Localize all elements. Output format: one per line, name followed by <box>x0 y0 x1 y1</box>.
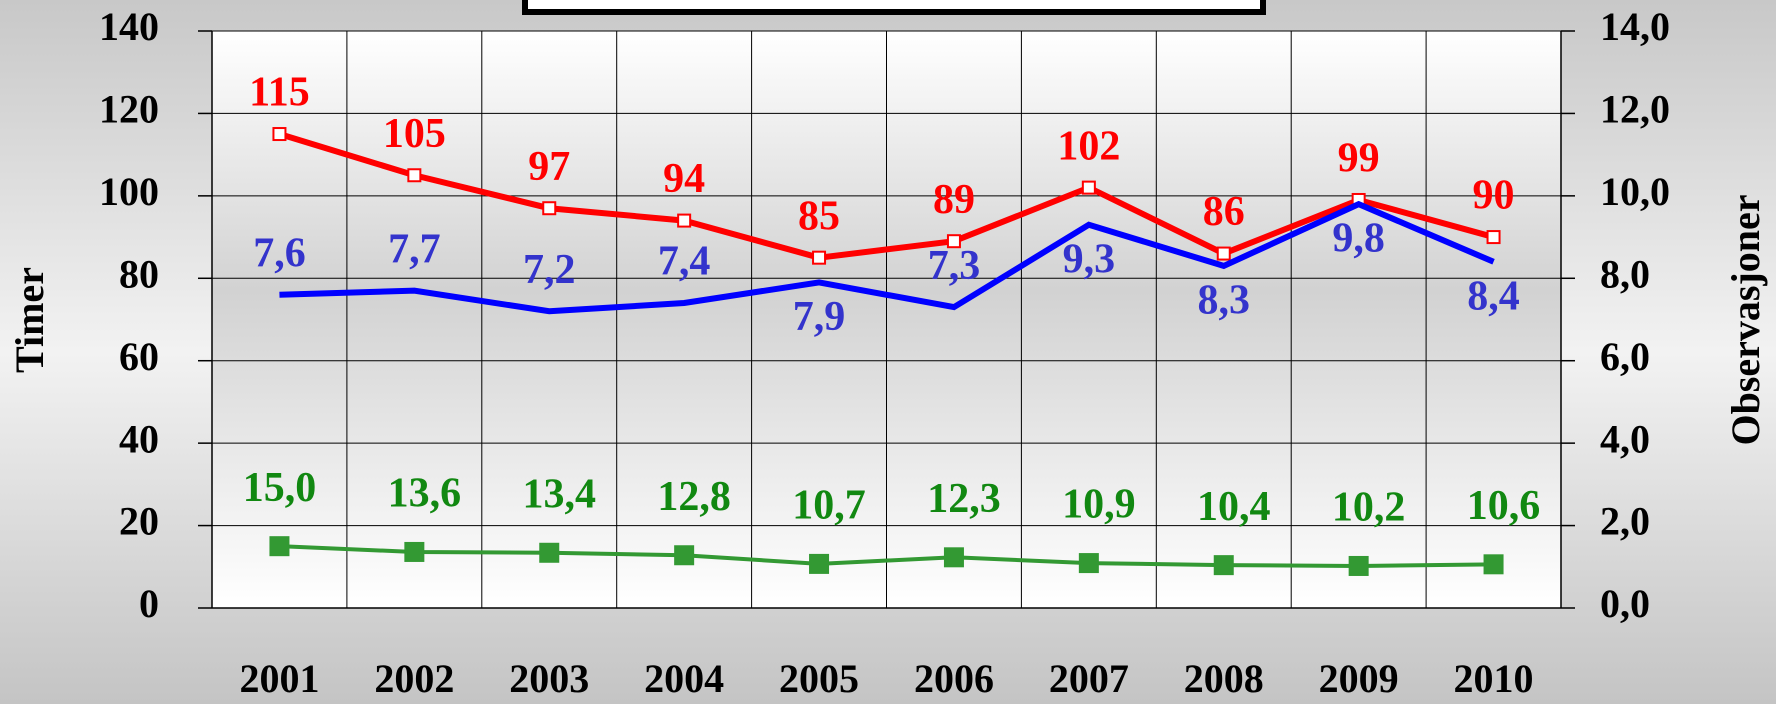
data-label: 9,8 <box>1332 216 1385 262</box>
data-label: 10,9 <box>1062 482 1136 528</box>
data-label: 10,6 <box>1467 483 1541 529</box>
series-line <box>278 131 1495 261</box>
y-tick-label: 40 <box>119 416 159 461</box>
y2-tick-label: 2,0 <box>1600 499 1650 544</box>
marker <box>542 201 557 216</box>
marker <box>677 213 692 228</box>
marker <box>404 541 425 562</box>
y2-tick-label: 0,0 <box>1600 581 1650 626</box>
data-label: 89 <box>933 177 975 223</box>
data-label: 9,3 <box>1063 236 1116 282</box>
x-tick-label: 2010 <box>1454 656 1534 701</box>
marker <box>1483 554 1504 575</box>
y2-axis-title: Observasjoner <box>1723 194 1768 445</box>
data-label: 90 <box>1473 173 1515 219</box>
x-tick-label: 2009 <box>1319 656 1399 701</box>
y-tick-label: 120 <box>99 87 159 132</box>
x-tick-label: 2005 <box>779 656 859 701</box>
data-label: 99 <box>1338 136 1380 182</box>
marker <box>1486 230 1501 245</box>
marker <box>812 250 827 265</box>
y-tick-label: 100 <box>99 169 159 214</box>
data-label: 7,9 <box>793 294 846 340</box>
x-tick-label: 2002 <box>374 656 454 701</box>
marker <box>674 545 695 566</box>
data-label: 7,7 <box>388 226 441 272</box>
data-label: 7,3 <box>928 243 981 289</box>
y2-tick-label: 10,0 <box>1600 169 1670 214</box>
data-label: 7,4 <box>658 239 711 285</box>
y2-tick-label: 4,0 <box>1600 416 1650 461</box>
x-tick-label: 2008 <box>1184 656 1264 701</box>
data-label: 13,6 <box>388 471 462 517</box>
marker <box>943 547 964 568</box>
data-label: 10,4 <box>1197 484 1271 530</box>
series-line <box>279 200 1495 315</box>
series-line <box>279 544 1494 568</box>
data-label: 12,8 <box>657 474 731 520</box>
data-label: 86 <box>1203 189 1245 235</box>
y2-tick-label: 14,0 <box>1600 4 1670 49</box>
data-label: 94 <box>663 156 705 202</box>
x-tick-label: 2003 <box>509 656 589 701</box>
data-label: 102 <box>1057 123 1120 169</box>
data-label: 12,3 <box>927 476 1001 522</box>
y-axis-title: Timer <box>7 267 52 373</box>
x-tick-label: 2001 <box>239 656 319 701</box>
data-label: 97 <box>528 144 570 190</box>
data-label: 15,0 <box>243 465 317 511</box>
data-label: 7,6 <box>253 230 306 276</box>
y-tick-label: 60 <box>119 334 159 379</box>
data-label: 85 <box>798 193 840 239</box>
title-box <box>522 0 1266 15</box>
x-tick-label: 2007 <box>1049 656 1129 701</box>
x-tick-label: 2004 <box>644 656 724 701</box>
data-label: 13,4 <box>523 471 597 517</box>
y2-tick-label: 12,0 <box>1600 87 1670 132</box>
marker <box>1078 553 1099 574</box>
marker <box>1348 555 1369 576</box>
data-label: 115 <box>249 70 310 116</box>
y2-tick-label: 8,0 <box>1600 251 1650 296</box>
marker <box>1216 246 1231 261</box>
marker <box>1081 180 1096 195</box>
marker <box>269 536 290 557</box>
x-tick-label: 2006 <box>914 656 994 701</box>
marker <box>809 553 830 574</box>
y-tick-label: 20 <box>119 499 159 544</box>
y-tick-label: 80 <box>119 251 159 296</box>
marker <box>946 234 961 249</box>
y-tick-label: 140 <box>99 4 159 49</box>
data-label: 10,2 <box>1332 485 1406 531</box>
marker <box>407 168 422 183</box>
marker <box>1213 555 1234 576</box>
data-label: 8,3 <box>1198 278 1251 324</box>
marker <box>272 127 287 142</box>
y2-tick-label: 6,0 <box>1600 334 1650 379</box>
data-label: 8,4 <box>1467 273 1520 319</box>
data-label: 10,7 <box>792 483 866 529</box>
marker <box>539 542 560 563</box>
data-label: 105 <box>383 111 446 157</box>
data-label: 7,2 <box>523 247 576 293</box>
y-tick-label: 0 <box>139 581 159 626</box>
